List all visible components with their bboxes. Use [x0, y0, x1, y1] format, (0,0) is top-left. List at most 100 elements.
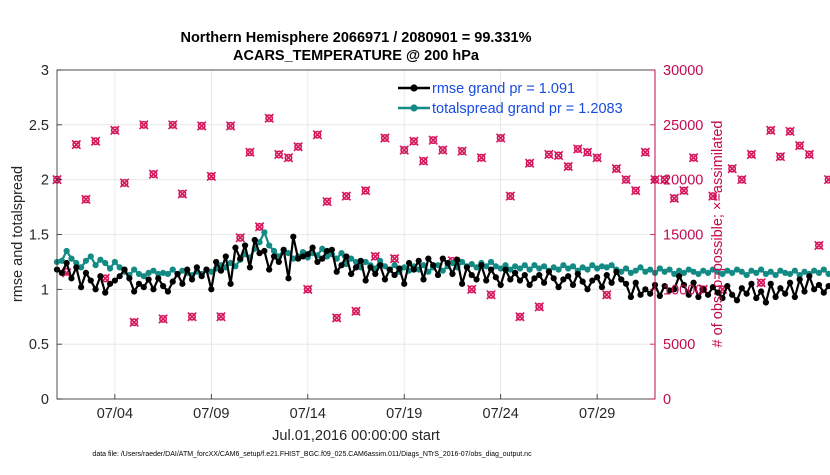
series-point-totalspread — [695, 270, 702, 278]
series-point-rmse — [227, 280, 234, 287]
series-point-totalspread — [150, 267, 157, 274]
assimilated-obs-point — [225, 121, 236, 131]
y-tick-label-left: 1 — [41, 282, 49, 298]
assimilated-obs-point — [727, 163, 737, 174]
series-point-totalspread — [526, 266, 533, 273]
assimilated-obs-point — [331, 313, 342, 323]
y-tick-label-right: 30000 — [663, 63, 703, 79]
assimilated-obs-point — [602, 290, 612, 300]
possible-obs-point — [81, 195, 90, 204]
y-tick-label-right: 15000 — [663, 228, 703, 244]
series-point-rmse — [251, 236, 258, 244]
series-point-rmse — [290, 233, 297, 240]
series-point-rmse — [762, 299, 770, 306]
x-tick-label: 07/14 — [290, 406, 326, 422]
series-point-rmse — [661, 282, 668, 290]
series-point-totalspread — [111, 258, 118, 266]
series-point-rmse — [256, 250, 263, 257]
possible-obs-point — [535, 302, 544, 311]
series-point-totalspread — [362, 258, 369, 266]
assimilated-obs-point — [409, 136, 419, 147]
x-tick-label: 07/04 — [97, 406, 133, 422]
possible-obs-point — [207, 172, 216, 181]
series-point-rmse — [729, 291, 736, 298]
series-point-rmse — [333, 268, 340, 275]
assimilated-obs-point — [669, 193, 680, 204]
series-point-rmse — [309, 244, 316, 251]
x-tick-label: 07/29 — [579, 406, 615, 422]
series-point-rmse — [627, 293, 634, 301]
series-point-rmse — [179, 280, 186, 287]
series-point-totalspread — [767, 268, 774, 275]
possible-obs-point — [342, 192, 351, 201]
series-point-rmse — [449, 270, 456, 278]
assimilated-obs-point — [495, 133, 506, 143]
series-point-totalspread — [579, 264, 586, 271]
series-point-rmse — [531, 275, 538, 282]
series-point-totalspread — [131, 266, 138, 273]
assimilated-obs-point — [746, 149, 757, 160]
series-point-totalspread — [468, 261, 475, 268]
y-tick-label-right: 10000 — [663, 282, 703, 298]
series-point-rmse — [502, 266, 509, 273]
series-point-totalspread — [338, 250, 345, 257]
series-point-totalspread — [608, 262, 615, 269]
series-point-rmse — [391, 271, 398, 279]
series-point-totalspread — [700, 267, 707, 274]
series-point-totalspread — [401, 264, 408, 271]
possible-obs-point — [458, 147, 467, 156]
series-point-rmse — [338, 262, 345, 269]
assimilated-obs-point — [476, 152, 487, 163]
series-point-rmse — [106, 280, 114, 287]
series-point-rmse — [565, 273, 572, 280]
series-point-rmse — [343, 253, 350, 260]
series-point-totalspread — [135, 270, 143, 278]
assimilated-obs-point — [466, 284, 477, 295]
possible-obs-point — [120, 178, 129, 187]
series-point-totalspread — [140, 273, 147, 280]
series-point-rmse — [82, 269, 90, 276]
possible-obs-point — [631, 186, 640, 195]
series-point-totalspread — [116, 264, 123, 271]
possible-obs-point — [139, 120, 148, 129]
possible-obs-point — [216, 312, 225, 321]
series-point-totalspread — [748, 267, 755, 274]
series-point-rmse — [415, 257, 422, 264]
series-point-rmse — [796, 276, 803, 283]
series-point-rmse — [656, 292, 663, 300]
series-point-rmse — [714, 289, 721, 296]
series-point-rmse — [666, 287, 673, 294]
series-point-rmse — [709, 284, 716, 291]
series-point-rmse — [285, 275, 292, 282]
x-tick-label: 07/24 — [483, 406, 519, 422]
legend-marker-totalspread — [410, 104, 418, 112]
series-point-rmse — [748, 280, 755, 287]
possible-obs-point — [786, 127, 795, 136]
series-point-rmse — [425, 255, 432, 262]
series-point-totalspread — [603, 264, 610, 271]
series-point-totalspread — [791, 267, 798, 274]
series-point-rmse — [772, 293, 779, 301]
series-point-rmse — [468, 271, 475, 279]
series-point-totalspread — [58, 257, 65, 264]
assimilated-obs-point — [611, 163, 622, 174]
series-point-totalspread — [502, 262, 509, 269]
possible-obs-point — [130, 318, 139, 327]
series-point-rmse — [174, 270, 181, 278]
series-point-totalspread — [801, 268, 808, 275]
series-point-rmse — [362, 277, 369, 284]
assimilated-obs-point — [245, 147, 255, 158]
series-point-totalspread — [738, 268, 745, 275]
series-point-rmse — [328, 246, 335, 253]
series-point-totalspread — [270, 247, 278, 255]
assimilated-obs-point — [708, 191, 718, 201]
assimilated-obs-point — [322, 196, 332, 207]
possible-obs-point — [313, 130, 322, 139]
series-point-rmse — [434, 271, 442, 279]
series-point-totalspread — [492, 263, 499, 270]
series-point-totalspread — [512, 263, 519, 270]
series-point-rmse — [820, 289, 827, 296]
possible-obs-point — [506, 192, 515, 201]
series-point-rmse — [512, 269, 519, 276]
